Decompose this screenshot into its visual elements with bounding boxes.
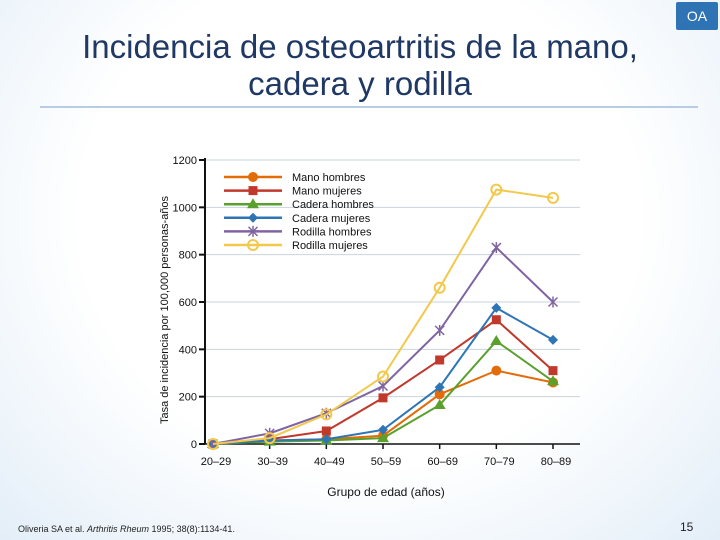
x-tick-label: 60–69 — [427, 456, 458, 468]
legend-item: Rodilla mujeres — [224, 239, 368, 252]
series-line — [212, 188, 554, 445]
x-tick-label: 40–49 — [314, 456, 345, 468]
marker-open-circle — [247, 239, 259, 251]
marker-open-circle — [433, 281, 446, 294]
x-tick-label: 70–79 — [484, 456, 515, 468]
marker-circle — [491, 365, 502, 376]
page-number: 15 — [680, 520, 694, 534]
marker-star — [547, 296, 559, 308]
title-line-1: Incidencia de osteoartritis de la mano, — [82, 28, 638, 65]
marker-diamond — [248, 212, 258, 223]
y-tick-label: 1000 — [173, 202, 197, 214]
marker-open-circle — [320, 408, 333, 421]
marker-star — [434, 324, 445, 336]
chart-grid — [205, 159, 580, 398]
chart-axes: 0 200 400 600 800 1000 1200 20–29 30–39 40–49 50–5… — [173, 155, 580, 468]
marker-open-circle — [547, 191, 559, 204]
marker-diamond — [491, 302, 502, 313]
x-tick-label: 80–89 — [541, 456, 572, 468]
legend-label: Cadera mujeres — [292, 213, 371, 225]
marker-square — [378, 393, 388, 403]
citation: Oliveria SA et al. Arthritis Rheum 1995;… — [18, 524, 235, 534]
y-tick-label: 400 — [179, 344, 197, 356]
marker-star — [491, 242, 502, 254]
marker-open-circle — [377, 370, 389, 383]
marker-circle — [434, 389, 445, 400]
legend-label: Mano mujeres — [292, 186, 362, 198]
marker-square — [321, 426, 331, 436]
y-tick-label: 0 — [191, 439, 197, 451]
marker-open-circle — [207, 438, 219, 450]
y-tick-label: 1200 — [173, 155, 197, 167]
y-tick-label: 800 — [179, 250, 197, 262]
y-tick-label: 200 — [179, 392, 197, 404]
title-line-2: cadera y rodilla — [248, 65, 472, 102]
legend-label: Cadera hombres — [292, 199, 374, 211]
marker-circle — [248, 172, 258, 182]
slide-title: Incidencia de osteoartritis de la mano, … — [20, 28, 700, 102]
legend-item: Rodilla hombres — [224, 225, 372, 238]
citation-details: 1995; 38(8):1134-41. — [149, 524, 235, 534]
marker-open-circle — [490, 183, 503, 196]
legend-label: Mano hombres — [292, 172, 366, 184]
marker-triangle — [433, 398, 446, 409]
marker-triangle — [247, 198, 259, 209]
legend-item: Mano mujeres — [224, 186, 362, 198]
y-tick-label: 600 — [179, 297, 197, 309]
citation-authors: Oliveria SA et al. — [18, 524, 88, 534]
title-divider — [40, 106, 698, 108]
legend-item: Mano hombres — [224, 172, 366, 184]
x-tick-label: 50–59 — [371, 456, 402, 468]
marker-triangle — [490, 335, 503, 346]
marker-diamond — [434, 382, 445, 393]
oa-badge: OA — [676, 2, 718, 30]
marker-square — [548, 366, 558, 376]
legend-label: Rodilla mujeres — [292, 240, 368, 252]
marker-diamond — [321, 434, 332, 445]
chart-series — [207, 183, 559, 450]
series-rodilla-hombres — [207, 242, 559, 450]
legend-item: Cadera hombres — [224, 198, 374, 211]
marker-square — [491, 315, 501, 325]
series-rodilla-mujeres — [207, 183, 559, 450]
x-tick-label: 20–29 — [201, 456, 232, 468]
citation-journal: Arthritis Rheum — [87, 524, 150, 534]
marker-star — [247, 225, 259, 237]
y-axis-label: Tasa de incidencia por 100,000 personas-… — [159, 195, 171, 424]
marker-triangle — [547, 375, 559, 386]
marker-triangle — [377, 432, 389, 443]
x-tick-label: 30–39 — [257, 456, 288, 468]
marker-diamond — [548, 334, 558, 345]
marker-square — [248, 186, 258, 196]
marker-open-circle — [263, 432, 276, 445]
x-axis-label: Grupo de edad (años) — [327, 485, 444, 499]
marker-square — [435, 355, 445, 365]
marker-diamond — [378, 424, 388, 435]
legend-item: Cadera mujeres — [224, 212, 371, 225]
legend-label: Rodilla hombres — [292, 226, 372, 238]
